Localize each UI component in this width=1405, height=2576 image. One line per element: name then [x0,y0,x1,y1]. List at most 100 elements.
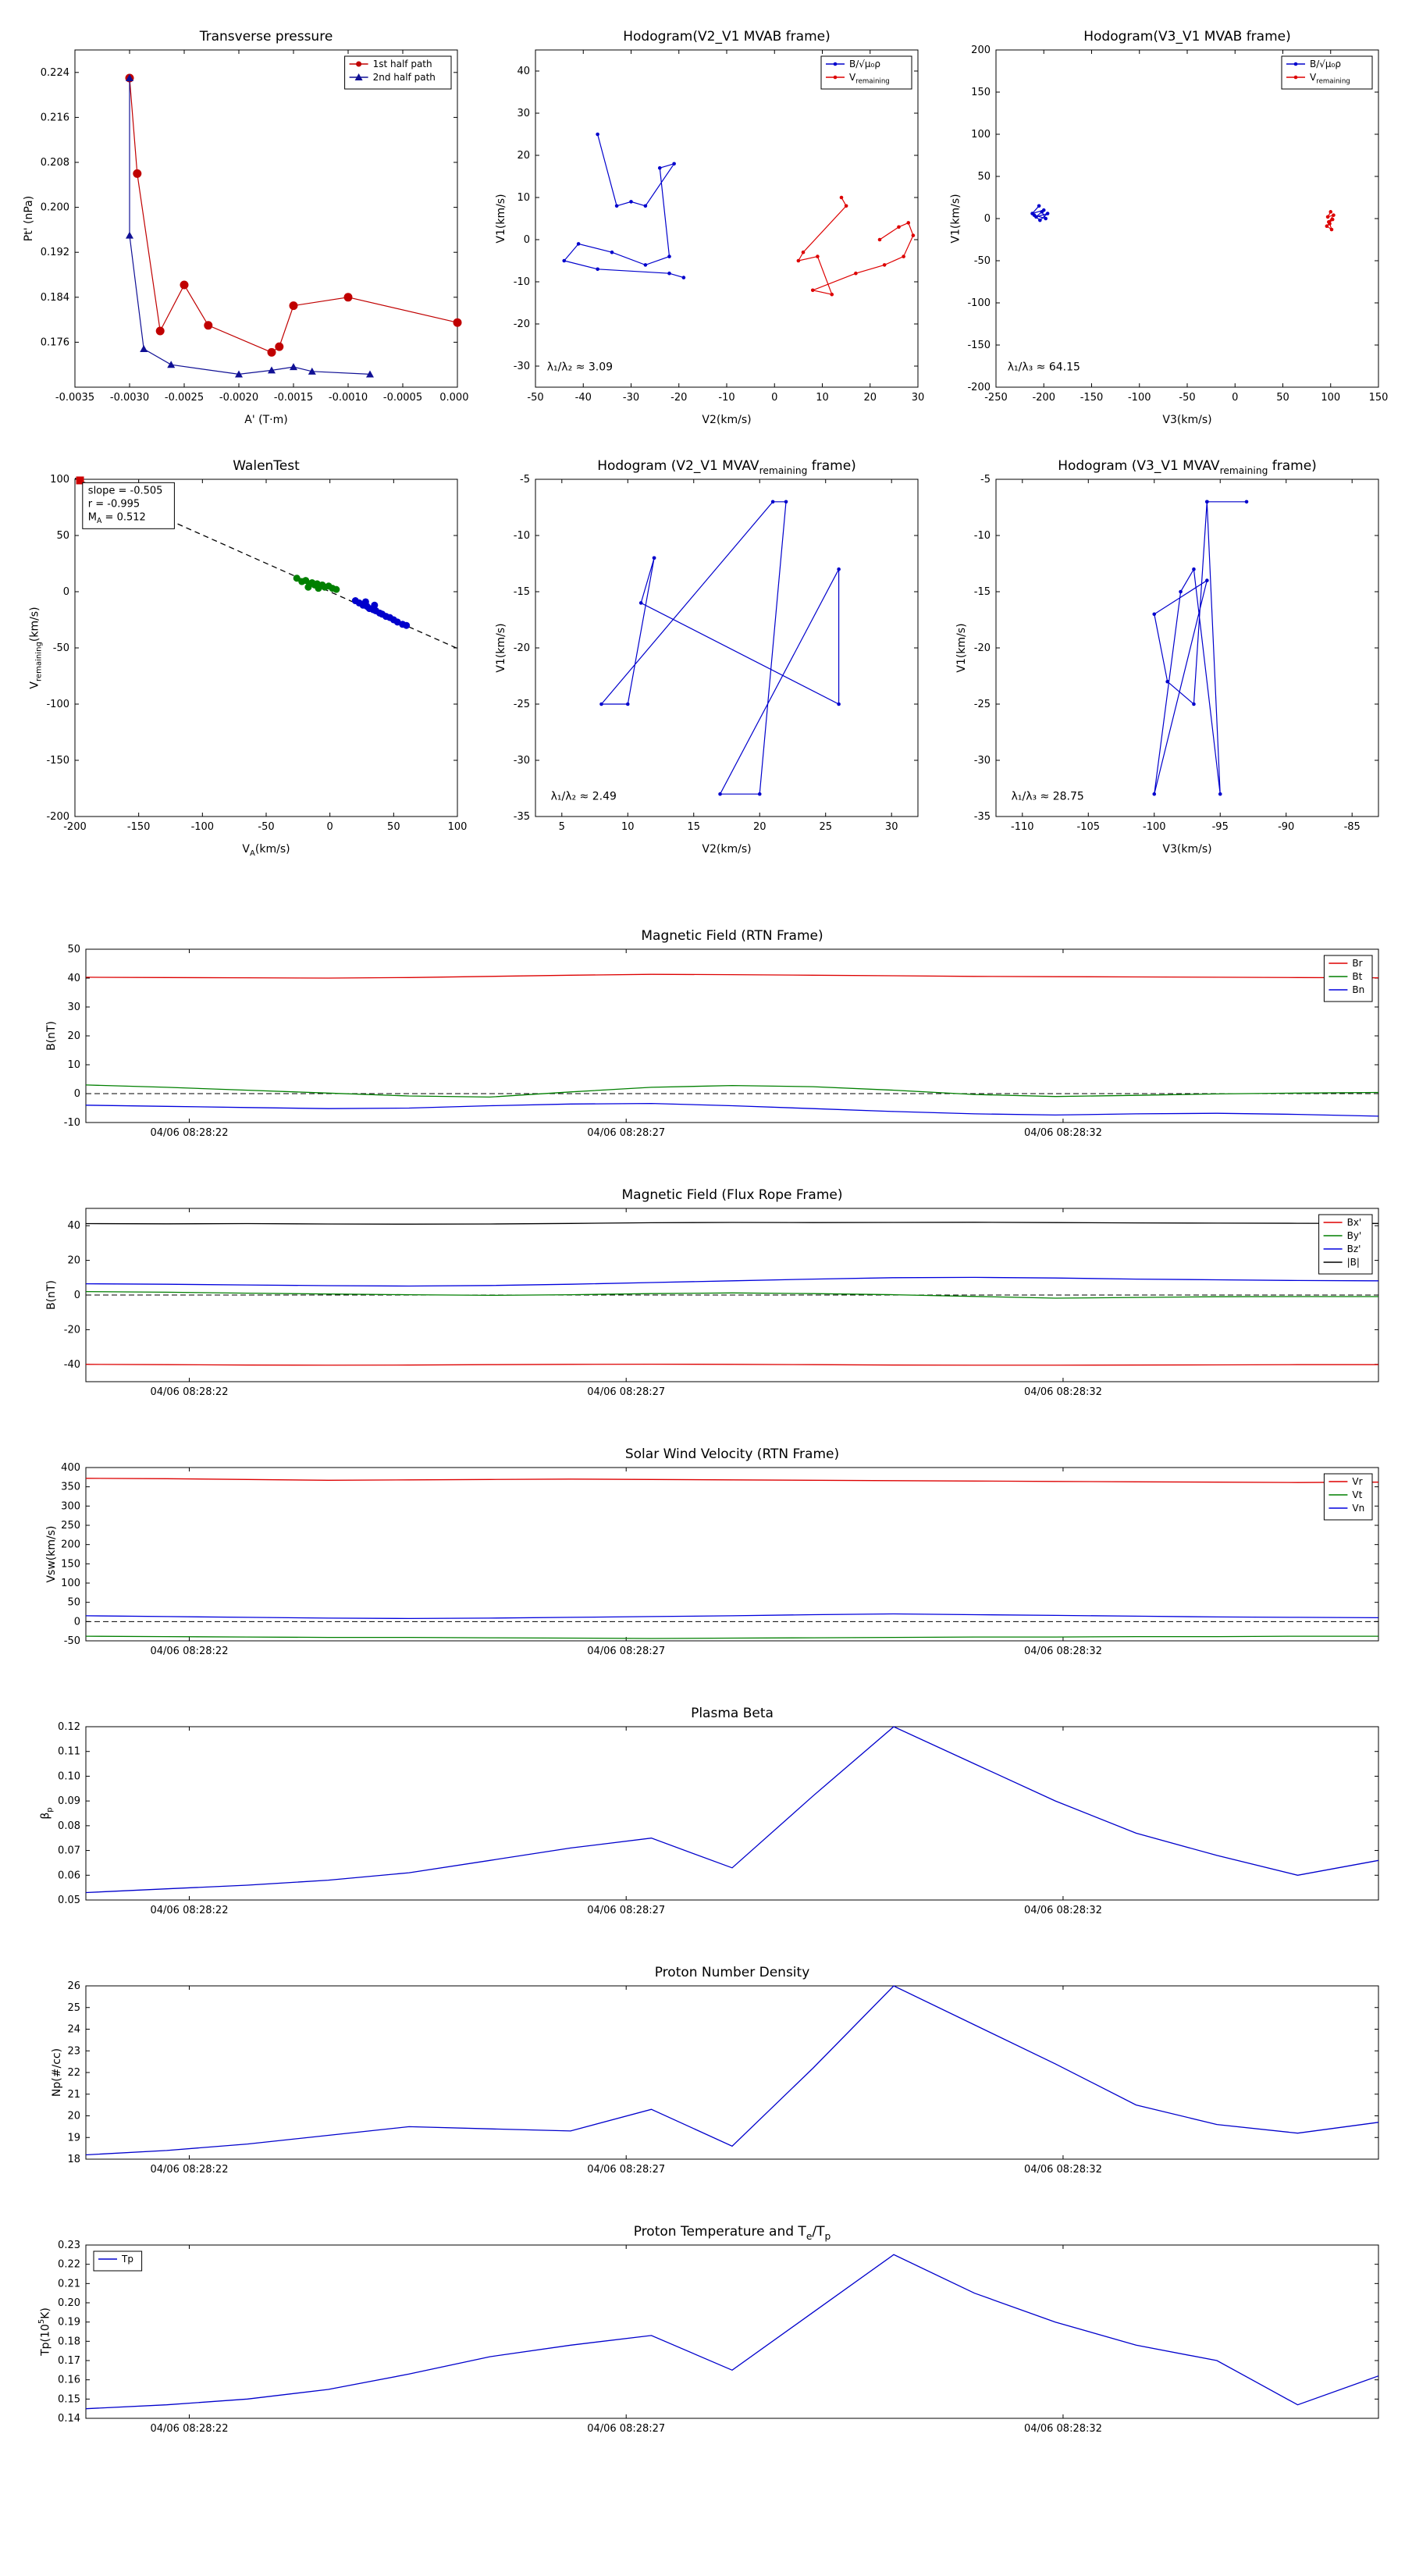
legend-label: Br [1352,958,1362,969]
x-axis-label: V3(km/s) [1162,414,1211,426]
y-tick-label: 0.216 [41,112,69,123]
axes-frame [995,49,1379,388]
series-vn [85,1613,1379,1620]
dot-marker [1179,589,1183,594]
y-tick-label: 18 [67,2154,80,2165]
legend-box [1281,55,1373,90]
chart-magnetic-field-flux-rope: 04/06 08:28:22 04/06 08:28:27 04/06 08:28:… [16,1180,1389,1414]
y-tick-label: 50 [56,530,69,542]
dot-marker [629,200,633,204]
legend-label: By' [1347,1230,1362,1241]
chart-title: Plasma Beta [691,1706,774,1721]
chart-title: Transverse pressure [199,29,333,44]
x-tick-label: 10 [816,392,829,404]
x-tick-label: -100 [1128,392,1151,404]
chart-title: Hodogram (V2_V1 MVAVremaining frame) [597,458,856,476]
y-tick-label: -50 [974,255,991,267]
y-tick-label: 0.208 [41,157,69,169]
y-tick-label: -10 [514,276,530,288]
chart-svg-hodogram-v3v1-mvab: -250 -200 -150 -100 -50 0 50 100 150-200-150-100… [949,29,1388,426]
y-tick-label: -30 [514,755,530,767]
x-tick-label: -200 [63,821,87,833]
x-tick-label: 04/06 08:28:22 [150,1386,228,1398]
chart-hodogram-v3v1-mvav-remaining: -110 -105 -100 -95 -90 -85 -35 -30 -25 -20 -15 -10 -… [937,447,1389,860]
dot-marker [784,500,788,504]
y-tick-label: -35 [514,811,530,823]
y-tick-label: 30 [67,1002,80,1013]
series-1st-half-path [129,77,458,354]
y-axis-label: B(nT) [45,1280,58,1310]
dot-marker [902,254,905,258]
legend-box [1323,955,1373,1002]
chart-svg-plasma-beta: 04/06 08:28:22 04/06 08:28:27 04/06 08:28:… [39,1706,1379,1916]
y-tick-label: -20 [514,642,530,654]
y-tick-label: -10 [974,530,991,542]
annotation: λ₁/λ₂ ≈ 3.09 [547,361,613,373]
chart-plasma-beta: 04/06 08:28:22 04/06 08:28:27 04/06 08:28:… [16,1699,1389,1933]
x-axis-label: V3(km/s) [1162,843,1211,856]
y-tick-label: 40 [67,973,80,984]
legend-label: Bx' [1347,1217,1362,1228]
chart-title: Hodogram(V2_V1 MVAB frame) [623,29,831,44]
y-tick-label: -30 [514,361,530,372]
y-tick-label: 19 [67,2132,80,2144]
circle-marker [133,169,142,178]
chart-svg-hodogram-v2v1-mvab: -50 -40 -30 -20 -10 0 10 20 30 -30 -20 -10 0 10 20 30 40… [495,29,925,426]
x-tick-label: -100 [191,821,215,833]
dot-marker [667,254,671,258]
y-tick-label: -15 [974,586,991,598]
dot-marker [911,233,916,237]
dot-marker [599,702,603,706]
series-vt [85,1635,1378,1639]
x-tick-label: 30 [912,392,925,404]
triangle-marker [290,363,297,371]
dot-marker [657,165,662,170]
y-tick-label: 0.23 [58,2240,80,2251]
y-tick-label: 20 [517,150,530,162]
legend-label: Vremaining [849,72,890,86]
y-tick-label: 0.10 [58,1770,80,1782]
y-axis-label: βp [39,1807,54,1819]
annotation-box [82,482,175,529]
x-tick-label: -0.0015 [274,392,313,404]
chart-title: Solar Wind Velocity (RTN Frame) [625,1446,839,1462]
x-tick-label: -0.0035 [55,392,94,404]
y-tick-label: 300 [61,1500,80,1512]
circle-marker [343,293,353,302]
y-tick-label: -25 [974,699,991,710]
triangle-marker [126,74,133,81]
dot-marker [839,195,844,200]
y-tick-label: -15 [514,586,530,598]
y-axis-label: Vremaining(km/s) [28,607,43,688]
axes-frame [85,1985,1379,2160]
axes-frame [85,948,1379,1123]
y-tick-label: 0 [74,1088,80,1100]
series-bt [85,1084,1379,1098]
x-axis-label: VA(km/s) [242,843,290,858]
dot-marker [796,258,801,263]
legend-box [820,55,912,90]
x-tick-label: 04/06 08:28:27 [587,2164,665,2176]
chart-title: Hodogram(V3_V1 MVAB frame) [1083,29,1291,44]
x-tick-label: 0 [327,821,333,833]
dot-marker [562,258,567,263]
y-tick-label: -100 [967,297,991,309]
chart-hodogram-v2v1-mvab: -50 -40 -30 -20 -10 0 10 20 30 -30 -20 -10 0 10 20 30 40… [476,17,929,431]
x-tick-label: 20 [863,392,877,404]
circle-marker [361,598,369,606]
x-axis-label: V2(km/s) [702,414,751,426]
dot-marker [1045,212,1050,215]
y-tick-label: 250 [61,1520,80,1532]
series-bz [85,1276,1379,1287]
dot-marker [1329,227,1334,232]
legend-label: Vr [1352,1476,1362,1487]
y-tick-label: 25 [67,2002,80,2014]
y-tick-label: -20 [514,318,530,330]
dot-marker [1032,213,1037,217]
axes-frame [74,479,458,817]
y-tick-label: 40 [517,66,530,77]
legend-box [344,55,452,90]
circle-marker [453,318,462,327]
